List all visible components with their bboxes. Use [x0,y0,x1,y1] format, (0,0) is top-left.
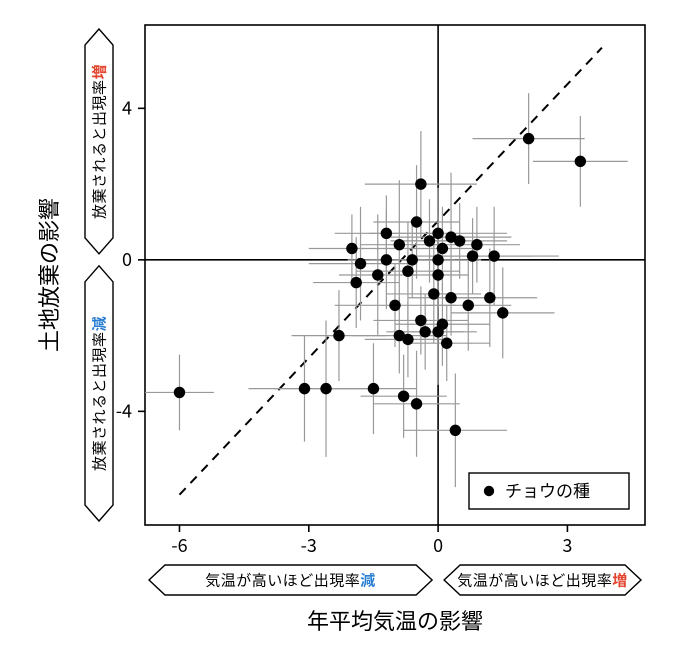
data-point [433,228,443,238]
data-point [437,243,447,253]
x-tick-label: 3 [562,532,572,558]
data-point [437,319,447,329]
data-point [429,289,439,299]
data-point [347,243,357,253]
chart-svg: -6 -3 0 3 -4 0 4 気温が高いほど出現率減 気温が高いほど出現率増年平均気温の影響… [0,0,680,665]
data-point [416,315,426,325]
bottom-arrow-right-label: 気温が高いほど出現率増 [457,569,628,590]
y-tick-label: 4 [122,94,132,120]
data-point [433,270,443,280]
x-tick-label: -3 [301,532,317,558]
error-bars [145,93,628,487]
y-tick-label: -4 [116,397,132,423]
data-point [454,236,464,246]
data-point [351,277,361,287]
y-axis-title: 土地放棄の影響 [32,198,64,352]
data-point [381,255,391,265]
bottom-arrow-left-label: 気温が高いほど出現率減 [205,569,376,590]
data-point [433,255,443,265]
data-point [472,239,482,249]
x-tick-label: 0 [433,532,443,558]
x-axis-title: 年平均気温の影響 [307,604,483,636]
data-markers [174,133,585,435]
data-point [575,156,585,166]
data-point [174,387,184,397]
data-point [411,217,421,227]
data-point [424,236,434,246]
data-point [394,239,404,249]
data-point [390,300,400,310]
legend-marker-icon [484,486,494,496]
data-point [442,338,452,348]
data-point [403,266,413,276]
data-point [489,251,499,261]
data-point [299,383,309,393]
data-point [411,399,421,409]
data-point [321,383,331,393]
data-point [446,293,456,303]
data-point [498,308,508,318]
data-point [381,228,391,238]
data-point [420,327,430,337]
data-point [398,391,408,401]
x-tick-label: -6 [171,532,187,558]
data-point [467,251,477,261]
data-point [416,179,426,189]
legend-label: チョウの種 [505,477,590,502]
data-point [334,330,344,340]
data-point [523,133,533,143]
data-point [463,300,473,310]
data-point [407,255,417,265]
y-tick-label: 0 [122,246,132,272]
data-point [355,258,365,268]
data-point [368,383,378,393]
data-point [450,425,460,435]
left-arrow-lower-label: 放棄されると出現率減 [88,316,109,471]
data-point [373,270,383,280]
left-arrow-upper-label: 放棄されると出現率増 [88,64,109,219]
data-point [485,293,495,303]
data-point [403,334,413,344]
scatter-figure: -6 -3 0 3 -4 0 4 気温が高いほど出現率減 気温が高いほど出現率増年平均気温の影響… [0,0,680,665]
